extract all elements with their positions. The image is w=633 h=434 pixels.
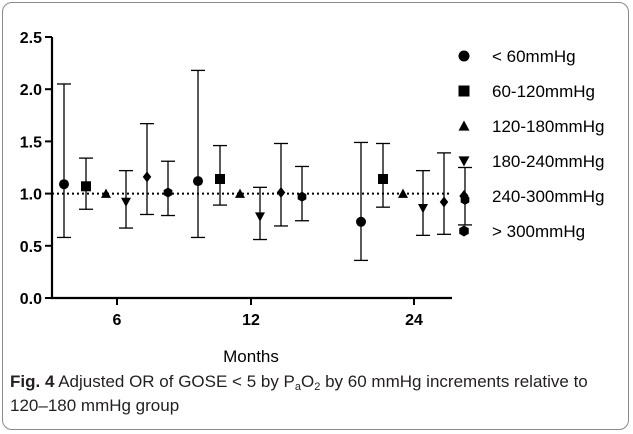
y-tick-label: 1.0 xyxy=(20,187,42,204)
data-point xyxy=(356,216,366,227)
legend-label: > 300mmHg xyxy=(492,222,585,241)
data-point xyxy=(81,181,91,192)
legend-marker xyxy=(459,189,469,203)
legend-marker xyxy=(458,50,470,62)
legend-marker xyxy=(458,85,470,97)
y-tick-label: 0.5 xyxy=(20,239,42,256)
legend-marker xyxy=(458,156,470,167)
caption-text-part-3: by 60 mmHg increments relative to 120–18… xyxy=(10,372,588,415)
data-point xyxy=(297,191,307,202)
legend-label: < 60mmHg xyxy=(492,47,576,66)
x-tick-label: 24 xyxy=(405,312,423,329)
y-tick-label: 1.5 xyxy=(20,134,42,151)
caption-text-part-2: O xyxy=(301,372,315,391)
data-point xyxy=(276,187,286,199)
x-tick-label: 6 xyxy=(113,312,122,329)
caption-subscript-2: 2 xyxy=(314,381,321,393)
data-point xyxy=(101,188,111,198)
caption-text-part-1: Adjusted OR of GOSE < 5 by P xyxy=(54,372,295,391)
data-point xyxy=(142,171,152,183)
y-tick-label: 0.0 xyxy=(20,291,42,308)
legend-marker xyxy=(459,225,469,237)
y-tick-label: 2.5 xyxy=(20,30,42,47)
data-point xyxy=(378,173,388,184)
figure-caption: Fig. 4 Adjusted OR of GOSE < 5 by PaO2 b… xyxy=(10,370,620,418)
figure-label: Fig. 4 xyxy=(10,372,55,391)
legend-label: 180-240mmHg xyxy=(492,152,604,171)
data-point xyxy=(418,203,428,214)
x-axis-title: Months xyxy=(223,347,279,366)
data-point xyxy=(193,176,203,187)
legend-marker xyxy=(458,120,470,131)
data-point xyxy=(59,179,69,190)
data-point xyxy=(121,197,131,207)
data-point xyxy=(235,188,245,198)
legend-label: 120-180mmHg xyxy=(492,117,604,136)
data-point xyxy=(439,196,449,208)
data-point xyxy=(163,187,173,198)
data-point xyxy=(398,188,408,198)
data-point xyxy=(255,212,265,222)
legend-label: 240-300mmHg xyxy=(492,187,604,206)
caption-subscript-a: a xyxy=(294,381,302,393)
data-point xyxy=(215,173,225,184)
x-tick-label: 12 xyxy=(242,312,260,329)
y-tick-label: 2.0 xyxy=(20,82,42,99)
legend-label: 60-120mmHg xyxy=(492,82,595,101)
figure-panel xyxy=(2,2,629,430)
